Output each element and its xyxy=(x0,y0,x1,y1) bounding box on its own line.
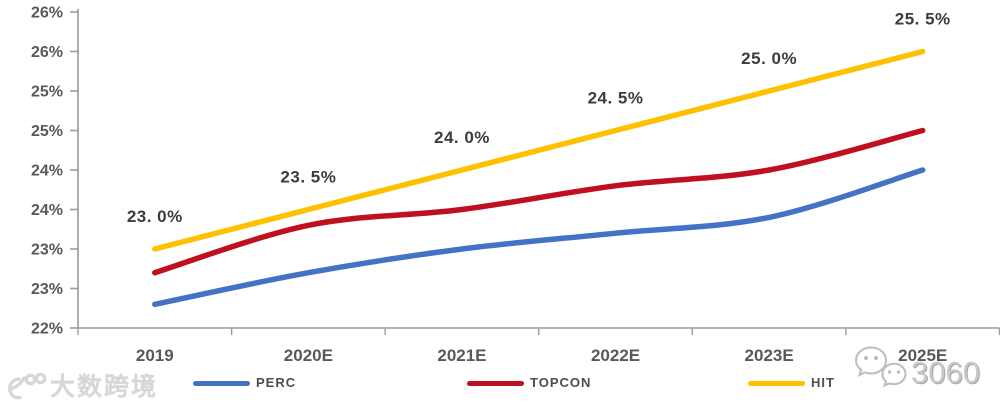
perc-line-swatch-icon xyxy=(193,380,250,386)
legend-item-perc: PERC xyxy=(193,374,296,392)
legend-label-hit: HIT xyxy=(811,375,835,390)
legend-label-perc: PERC xyxy=(256,375,297,390)
y-tick-label: 23% xyxy=(31,281,63,298)
x-tick-label: 2021E xyxy=(437,346,486,365)
hit-line-swatch-icon xyxy=(748,380,805,386)
data-point-label: 24. 0% xyxy=(434,128,490,147)
data-point-label: 25. 5% xyxy=(895,10,951,29)
topcon-line-swatch-icon xyxy=(467,380,524,386)
x-tick-label: 2025E xyxy=(898,346,947,365)
data-point-label: 24. 5% xyxy=(588,89,644,108)
legend-item-topcon: TOPCON xyxy=(467,374,591,392)
series-line-hit xyxy=(152,48,926,252)
x-tick-label: 2019 xyxy=(136,346,174,365)
x-tick-label: 2022E xyxy=(591,346,640,365)
y-tick-label: 24% xyxy=(31,202,63,219)
x-tick-label: 2020E xyxy=(284,346,333,365)
data-point-label: 23. 5% xyxy=(280,168,336,187)
y-tick-label: 26% xyxy=(31,44,63,61)
y-tick-label: 25% xyxy=(31,84,63,101)
data-point-label: 25. 0% xyxy=(741,49,797,68)
series-line-topcon xyxy=(152,127,926,276)
x-tick-label: 2023E xyxy=(745,346,794,365)
series-line-perc xyxy=(152,167,926,308)
y-tick-label: 25% xyxy=(31,123,63,140)
y-tick-label: 24% xyxy=(31,163,63,180)
legend-label-topcon: TOPCON xyxy=(530,375,592,390)
legend-item-hit: HIT xyxy=(748,374,835,392)
y-tick-label: 23% xyxy=(31,242,63,259)
data-point-label: 23. 0% xyxy=(127,207,183,226)
y-tick-label: 22% xyxy=(31,321,63,338)
y-tick-label: 26% xyxy=(31,5,63,22)
